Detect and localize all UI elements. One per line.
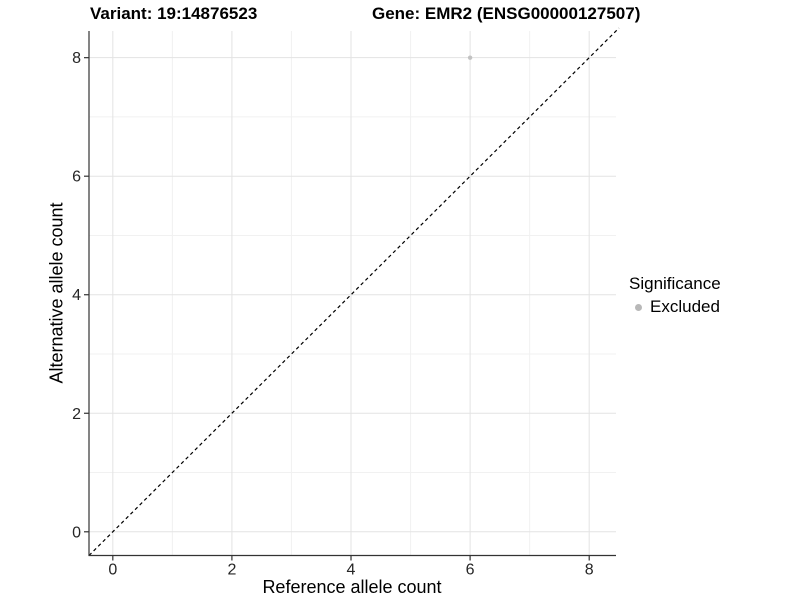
y-tick-label: 6 [72, 169, 81, 186]
x-tick-label: 6 [466, 562, 475, 579]
y-tick-label: 2 [72, 406, 81, 423]
legend-title: Significance [629, 274, 721, 293]
x-tick-label: 8 [585, 562, 594, 579]
x-tick-label: 0 [108, 562, 117, 579]
variant-title: Variant: 19:14876523 [90, 4, 258, 23]
gene-title: Gene: EMR2 (ENSG00000127507) [372, 4, 641, 23]
legend-key-dot [635, 303, 642, 311]
legend-item-label: Excluded [650, 297, 720, 316]
data-point [467, 55, 473, 60]
x-axis-title: Reference allele count [262, 577, 442, 597]
legend-item-excluded: Excluded [629, 297, 721, 317]
y-tick-label: 4 [72, 287, 81, 304]
legend: Significance Excluded [629, 274, 721, 317]
identity-line [88, 27, 620, 556]
x-tick-label: 4 [347, 562, 356, 579]
y-axis-title: Alternative allele count [46, 202, 67, 384]
y-tick-label: 0 [72, 524, 81, 541]
x-tick-label: 2 [227, 562, 236, 579]
y-tick-label: 8 [72, 50, 81, 67]
